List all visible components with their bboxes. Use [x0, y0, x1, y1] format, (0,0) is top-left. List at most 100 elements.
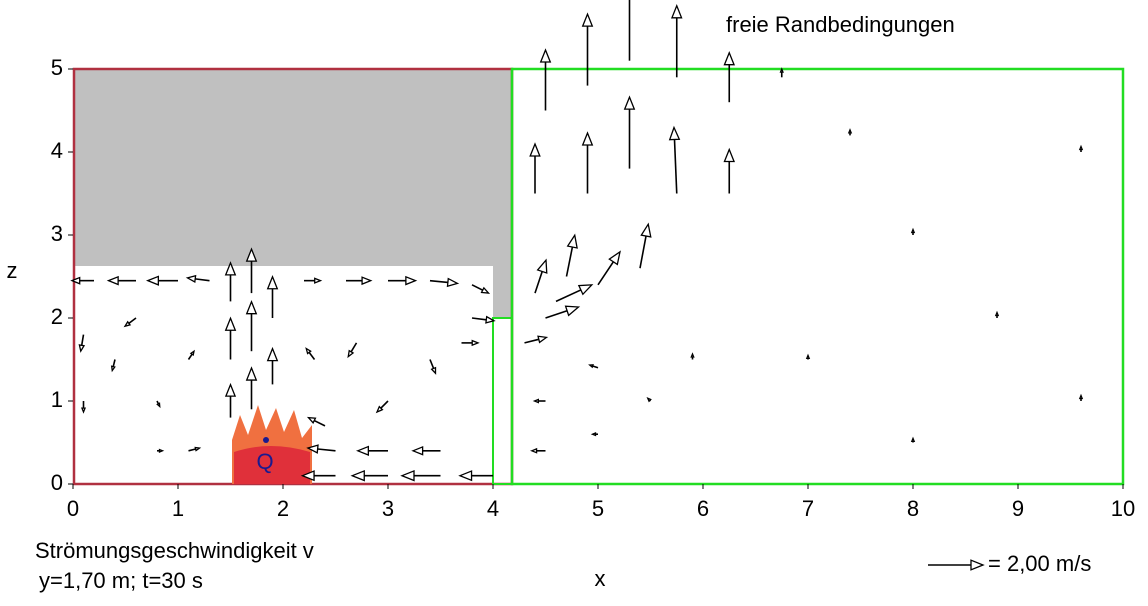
vector-arrow [524, 335, 549, 344]
x-tick-label: 8 [907, 496, 919, 521]
solid-region [73, 69, 493, 266]
fire [232, 405, 312, 484]
vector-arrow [306, 444, 336, 454]
y-tick-label: 0 [51, 470, 63, 495]
vector-arrow [723, 147, 736, 194]
vector-arrow [723, 50, 736, 103]
x-tick-label: 2 [277, 496, 289, 521]
caption: Strömungsgeschwindigkeit v [35, 538, 314, 563]
x-tick-label: 10 [1111, 496, 1135, 521]
vector-arrow [304, 277, 323, 284]
vector-arrow [350, 469, 388, 482]
vector-arrow [668, 125, 681, 194]
vector-arrow [355, 445, 388, 456]
x-tick-label: 1 [172, 496, 184, 521]
x-tick-label: 0 [67, 496, 79, 521]
vector-arrow [305, 347, 316, 360]
opening-boundary [492, 317, 513, 485]
vector-arrow [623, 95, 636, 169]
wall [493, 69, 512, 318]
vector-arrow [994, 310, 1000, 318]
vector-arrow [346, 276, 373, 286]
vector-arrow [70, 276, 94, 285]
source-point [263, 437, 269, 443]
annotation: freie Randbedingungen [726, 12, 955, 37]
y-tick-label: 5 [51, 55, 63, 80]
vector-arrow [690, 352, 695, 360]
open-boundary [510, 67, 1125, 486]
vector-arrow [910, 227, 916, 235]
key-label: = 2,00 m/s [988, 551, 1091, 576]
y-axis-label: z [7, 258, 18, 283]
vector-arrow [539, 48, 552, 111]
x-tick-label: 6 [697, 496, 709, 521]
vector-arrow [555, 284, 594, 303]
x-tick-label: 5 [592, 496, 604, 521]
vector-arrow [529, 447, 546, 454]
vector-arrow [347, 342, 358, 359]
vector-arrow [429, 359, 437, 375]
vector-arrow [565, 233, 578, 277]
vector-arrow [245, 366, 258, 410]
vector-arrow [534, 258, 548, 294]
vector-arrow [400, 469, 441, 482]
vector-arrow [224, 261, 237, 302]
y-tick-label: 4 [51, 138, 63, 163]
x-tick-label: 3 [382, 496, 394, 521]
vector-arrow [639, 222, 652, 269]
vector-arrow [910, 436, 916, 443]
vector-arrow [123, 317, 137, 328]
vector-arrow [156, 400, 161, 409]
vector-arrow [411, 445, 441, 456]
vector-arrow [461, 339, 480, 347]
vector-arrow [628, 0, 631, 61]
x-tick-label: 7 [802, 496, 814, 521]
vector-arrow [581, 12, 594, 86]
vector-arrow [187, 349, 195, 360]
vector-arrow [110, 359, 116, 373]
vector-arrow [588, 364, 599, 369]
vector-arrow [306, 416, 326, 427]
vector-arrow [590, 432, 598, 437]
vector-arrow [375, 400, 389, 414]
vector-arrow [245, 299, 258, 352]
source-label: Q [256, 449, 273, 474]
vector-arrow [188, 446, 202, 452]
vector-arrow [847, 128, 853, 136]
vector-arrow [670, 4, 683, 78]
x-tick-label: 4 [487, 496, 499, 521]
y-tick-label: 2 [51, 304, 63, 329]
vector-arrow [471, 284, 491, 294]
subcaption: y=1,70 m; t=30 s [39, 568, 203, 593]
vector-arrow [471, 315, 496, 324]
vector-arrow [597, 250, 621, 286]
vector-arrow [779, 67, 784, 78]
vector-arrow [532, 398, 546, 404]
vector-arrow [429, 277, 460, 288]
vector-arrow [300, 470, 336, 482]
vector-arrow [157, 448, 165, 453]
vector-arrow [266, 346, 279, 385]
vector-arrow [805, 353, 811, 360]
vector-arrow [529, 142, 541, 194]
vector-arrow [266, 274, 279, 318]
x-tick-label: 9 [1012, 496, 1024, 521]
vector-arrow [224, 316, 237, 360]
vector-arrow [545, 305, 581, 319]
vector-arrow [185, 274, 210, 283]
vector-arrow [1078, 144, 1084, 152]
vector-arrow [224, 382, 237, 418]
vector-arrow [78, 334, 86, 353]
vector-arrow [646, 397, 652, 403]
x-axis-label: x [595, 566, 606, 591]
y-tick-label: 3 [51, 221, 63, 246]
vector-arrow [388, 275, 418, 286]
vector-arrow [106, 275, 136, 286]
vector-arrow [245, 247, 258, 294]
key-arrow [928, 559, 985, 571]
y-tick-label: 1 [51, 387, 63, 412]
vector-arrow [145, 275, 178, 286]
vector-arrow [1078, 393, 1084, 401]
vector-arrow [581, 131, 594, 194]
